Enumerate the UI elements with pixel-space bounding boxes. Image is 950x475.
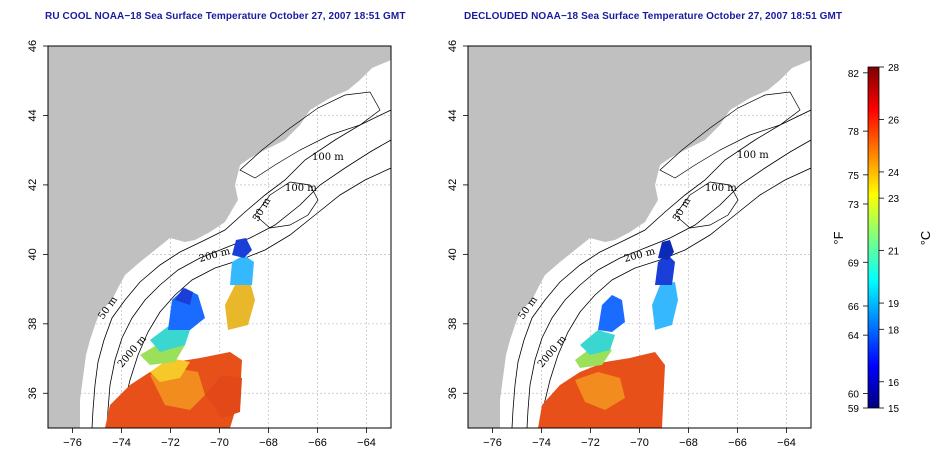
y-tick-label: 40 xyxy=(447,248,459,260)
y-tick-label: 46 xyxy=(447,40,459,52)
shelf-isobath-200m xyxy=(526,139,811,428)
shelf-isobath-50m xyxy=(91,109,391,428)
shelf-isobath-50m xyxy=(511,109,811,428)
y-tick-label: 36 xyxy=(27,387,39,399)
y-tick-label: 42 xyxy=(27,179,39,191)
sst-patch xyxy=(150,325,190,352)
c-tick-label: 16 xyxy=(888,378,900,389)
panel-right-title: DECLOUDED NOAA−18 Sea Surface Temperatur… xyxy=(464,11,843,22)
x-tick-label: −70 xyxy=(630,437,649,449)
y-tick-label: 44 xyxy=(447,109,459,121)
x-tick-label: −76 xyxy=(63,437,82,449)
sst-patch xyxy=(205,375,242,418)
sst-patch xyxy=(225,282,255,330)
f-tick-label: 69 xyxy=(848,258,860,269)
sst-patch xyxy=(150,358,190,382)
shelf-isobath-200m xyxy=(106,139,391,428)
nova-scotia-land xyxy=(310,46,391,80)
sst-patch xyxy=(658,240,674,260)
sst-patch xyxy=(575,372,625,410)
y-tick-label: 38 xyxy=(447,318,459,330)
c-tick-label: 21 xyxy=(888,247,900,258)
land-mass xyxy=(48,46,391,428)
x-tick-label: −72 xyxy=(161,437,180,449)
y-tick-label: 44 xyxy=(27,109,39,121)
c-tick-label: 18 xyxy=(888,325,900,336)
contour-label-100m-a: 100 m xyxy=(737,150,769,161)
x-tick-label: −68 xyxy=(259,437,278,449)
nova-scotia-land xyxy=(730,46,811,80)
x-tick-label: −66 xyxy=(308,437,327,449)
c-tick-label: 24 xyxy=(888,168,900,179)
f-tick-label: 59 xyxy=(848,404,860,415)
x-tick-label: −72 xyxy=(581,437,600,449)
sst-patches-left xyxy=(105,238,255,428)
sst-patch xyxy=(598,295,625,332)
celsius-label: °C xyxy=(918,231,933,246)
sst-patch xyxy=(232,238,252,258)
y-tick-label: 38 xyxy=(27,318,39,330)
c-tick-label: 28 xyxy=(888,63,900,74)
x-tick-label: −68 xyxy=(679,437,698,449)
gulf-of-maine-isobath xyxy=(659,91,801,179)
c-tick-label: 23 xyxy=(888,194,900,205)
f-tick-label: 73 xyxy=(848,200,860,211)
f-tick-label: 64 xyxy=(848,331,860,342)
y-tick-label: 36 xyxy=(447,387,459,399)
f-tick-label: 60 xyxy=(848,389,860,400)
c-tick-label: 19 xyxy=(888,299,900,310)
panel-left-title: RU COOL NOAA−18 Sea Surface Temperature … xyxy=(45,11,406,22)
sst-patch xyxy=(580,330,615,355)
fahrenheit-label: °F xyxy=(831,231,846,244)
temperature-colorbar: 82 78 75 73 69 66 64 60 59 28 26 24 23 21 19 18 16 15 °F… xyxy=(831,63,933,415)
f-tick-label: 66 xyxy=(848,302,860,313)
contour-label-100m-a: 100 m xyxy=(312,152,344,163)
georges-bank-isobath xyxy=(674,181,739,229)
slope-isobath-2000m xyxy=(119,167,391,428)
x-tick-label: −74 xyxy=(532,437,551,449)
sst-patch xyxy=(230,255,254,285)
c-tick-label: 15 xyxy=(888,404,900,415)
x-tick-label: −66 xyxy=(728,437,747,449)
y-tick-label: 46 xyxy=(27,40,39,52)
slope-isobath-2000m xyxy=(539,167,811,428)
contour-label-100m-b: 100 m xyxy=(285,183,317,194)
georges-bank-isobath xyxy=(254,181,319,229)
y-tick-label: 40 xyxy=(27,248,39,260)
x-tick-label: −74 xyxy=(112,437,131,449)
f-tick-label: 82 xyxy=(848,69,860,80)
sst-map-left: −76 −74 −72 −70 −68 −66 −64 46 44 42 40 38 36 100 m… xyxy=(27,40,392,449)
y-tick-label: 42 xyxy=(447,179,459,191)
x-tick-label: −76 xyxy=(483,437,502,449)
f-tick-label: 78 xyxy=(848,127,860,138)
contour-label-100m-b: 100 m xyxy=(705,183,737,194)
sst-patches-right xyxy=(538,240,678,428)
x-tick-label: −64 xyxy=(777,437,796,449)
gulf-of-maine-isobath xyxy=(239,91,381,179)
land-mass xyxy=(468,46,811,428)
x-tick-label: −70 xyxy=(210,437,229,449)
sst-patch xyxy=(655,255,675,285)
sst-patch xyxy=(175,288,193,305)
colorbar-ramp xyxy=(867,66,880,409)
f-tick-label: 75 xyxy=(848,171,860,182)
c-tick-label: 26 xyxy=(888,115,900,126)
x-tick-label: −64 xyxy=(357,437,376,449)
sst-map-right: −76 −74 −72 −70 −68 −66 −64 46 44 42 40 38 36 100 m… xyxy=(447,40,812,449)
sst-patch xyxy=(652,282,678,330)
